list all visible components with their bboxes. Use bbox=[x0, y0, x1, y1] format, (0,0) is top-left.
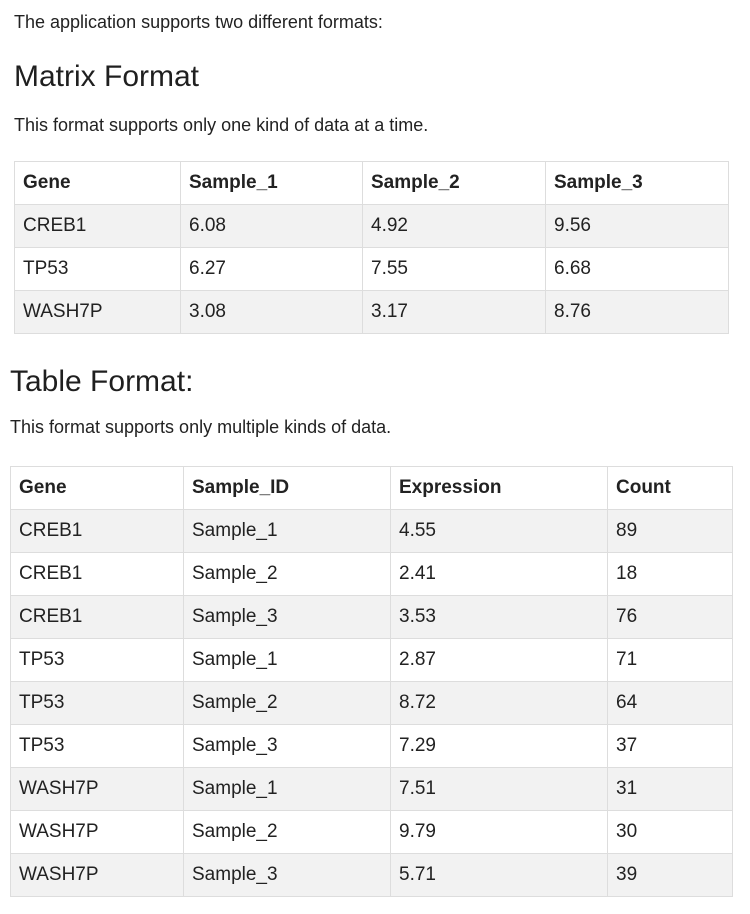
table-row: CREB1 Sample_1 4.55 89 bbox=[10, 509, 733, 553]
table-row: WASH7P Sample_3 5.71 39 bbox=[10, 853, 733, 897]
table-cell: WASH7P bbox=[10, 810, 184, 854]
table-cell: Sample_1 bbox=[183, 767, 391, 811]
table-cell: 5.71 bbox=[390, 853, 608, 897]
table-row: TP53 Sample_1 2.87 71 bbox=[10, 638, 733, 682]
table-cell: 89 bbox=[607, 509, 733, 553]
column-header: Gene bbox=[14, 161, 181, 205]
table-cell: TP53 bbox=[10, 681, 184, 725]
table-row: CREB1 6.08 4.92 9.56 bbox=[14, 204, 729, 248]
table-row: WASH7P Sample_2 9.79 30 bbox=[10, 810, 733, 854]
table-cell: 3.08 bbox=[180, 290, 363, 334]
table-cell: WASH7P bbox=[10, 853, 184, 897]
table-cell: TP53 bbox=[10, 724, 184, 768]
table-cell: Sample_1 bbox=[183, 638, 391, 682]
table-cell: Sample_2 bbox=[183, 552, 391, 596]
table-row: TP53 Sample_3 7.29 37 bbox=[10, 724, 733, 768]
table-cell: WASH7P bbox=[14, 290, 181, 334]
table-cell: CREB1 bbox=[10, 509, 184, 553]
table-cell: 7.51 bbox=[390, 767, 608, 811]
table-cell: Sample_3 bbox=[183, 595, 391, 639]
column-header: Sample_3 bbox=[545, 161, 729, 205]
table-row: TP53 Sample_2 8.72 64 bbox=[10, 681, 733, 725]
table-cell: 3.17 bbox=[362, 290, 546, 334]
intro-text: The application supports two different f… bbox=[14, 12, 383, 32]
table-cell: 76 bbox=[607, 595, 733, 639]
table-cell: 18 bbox=[607, 552, 733, 596]
table-format-heading: Table Format: bbox=[10, 365, 194, 398]
table-row: CREB1 Sample_3 3.53 76 bbox=[10, 595, 733, 639]
table-header-row: Gene Sample_1 Sample_2 Sample_3 bbox=[14, 161, 729, 205]
table-cell: TP53 bbox=[14, 247, 181, 291]
table-cell: 7.29 bbox=[390, 724, 608, 768]
table-cell: CREB1 bbox=[10, 552, 184, 596]
table-cell: 64 bbox=[607, 681, 733, 725]
table-cell: 7.55 bbox=[362, 247, 546, 291]
table-format-description: This format supports only multiple kinds… bbox=[10, 417, 392, 437]
table-cell: Sample_2 bbox=[183, 681, 391, 725]
table-cell: 6.68 bbox=[545, 247, 729, 291]
table-cell: 2.87 bbox=[390, 638, 608, 682]
column-header: Count bbox=[607, 466, 733, 510]
table-cell: 39 bbox=[607, 853, 733, 897]
table-format-table: Gene Sample_ID Expression Count CREB1 Sa… bbox=[10, 466, 733, 897]
table-row: WASH7P 3.08 3.17 8.76 bbox=[14, 290, 729, 334]
table-cell: 3.53 bbox=[390, 595, 608, 639]
table-cell: 2.41 bbox=[390, 552, 608, 596]
table-cell: TP53 bbox=[10, 638, 184, 682]
table-row: WASH7P Sample_1 7.51 31 bbox=[10, 767, 733, 811]
table-cell: Sample_1 bbox=[183, 509, 391, 553]
table-cell: 8.72 bbox=[390, 681, 608, 725]
table-cell: Sample_2 bbox=[183, 810, 391, 854]
table-cell: WASH7P bbox=[10, 767, 184, 811]
table-cell: 9.79 bbox=[390, 810, 608, 854]
table-cell: Sample_3 bbox=[183, 853, 391, 897]
matrix-format-table: Gene Sample_1 Sample_2 Sample_3 CREB1 6.… bbox=[14, 161, 729, 334]
table-cell: 30 bbox=[607, 810, 733, 854]
column-header: Sample_1 bbox=[180, 161, 363, 205]
table-cell: 6.27 bbox=[180, 247, 363, 291]
matrix-format-heading: Matrix Format bbox=[14, 60, 200, 93]
table-cell: 6.08 bbox=[180, 204, 363, 248]
table-cell: 4.92 bbox=[362, 204, 546, 248]
column-header: Sample_2 bbox=[362, 161, 546, 205]
table-header-row: Gene Sample_ID Expression Count bbox=[10, 466, 733, 510]
table-cell: CREB1 bbox=[10, 595, 184, 639]
table-cell: 37 bbox=[607, 724, 733, 768]
column-header: Gene bbox=[10, 466, 184, 510]
matrix-format-description: This format supports only one kind of da… bbox=[14, 115, 429, 135]
table-cell: 71 bbox=[607, 638, 733, 682]
table-row: CREB1 Sample_2 2.41 18 bbox=[10, 552, 733, 596]
table-cell: 31 bbox=[607, 767, 733, 811]
table-row: TP53 6.27 7.55 6.68 bbox=[14, 247, 729, 291]
column-header: Sample_ID bbox=[183, 466, 391, 510]
column-header: Expression bbox=[390, 466, 608, 510]
table-cell: Sample_3 bbox=[183, 724, 391, 768]
table-cell: CREB1 bbox=[14, 204, 181, 248]
table-cell: 9.56 bbox=[545, 204, 729, 248]
table-cell: 4.55 bbox=[390, 509, 608, 553]
table-cell: 8.76 bbox=[545, 290, 729, 334]
